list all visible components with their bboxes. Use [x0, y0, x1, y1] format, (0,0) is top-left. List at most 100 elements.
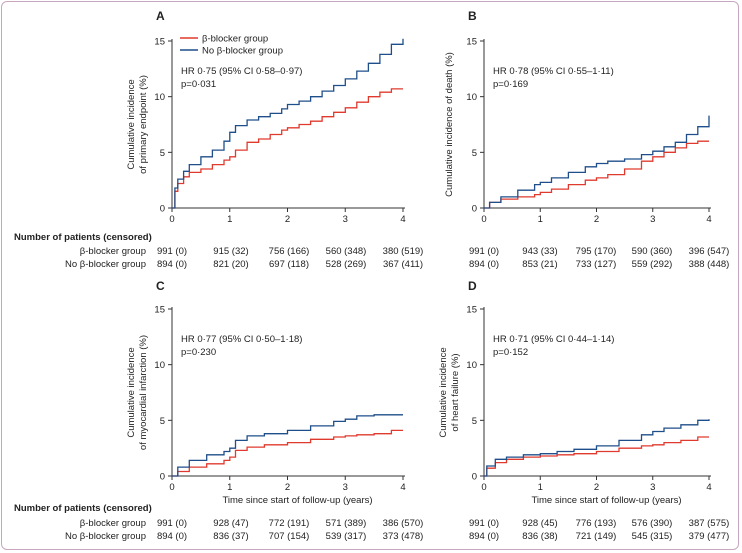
- x-tick-label: 3: [343, 214, 348, 225]
- at-risk-cell: 821 (20): [213, 259, 248, 270]
- x-tick-label: 2: [594, 482, 599, 493]
- at-risk-cell: 545 (315): [632, 531, 673, 542]
- at-risk-cell: 943 (33): [522, 246, 557, 257]
- hazard-ratio-text: p=0·230: [181, 347, 216, 358]
- x-tick-label: 2: [285, 482, 290, 493]
- at-risk-row-label: No β-blocker group: [65, 259, 146, 270]
- hazard-ratio-text: HR 0·75 (95% CI 0·58–0·97): [181, 66, 302, 77]
- x-tick-label: 1: [538, 482, 543, 493]
- panel-letter-B: B: [468, 9, 477, 23]
- at-risk-cell: 571 (389): [326, 518, 367, 529]
- at-risk-cell: 894 (0): [469, 259, 499, 270]
- y-axis-label: Cumulative incidence: [126, 79, 137, 169]
- x-tick-label: 0: [481, 214, 486, 225]
- at-risk-row-label: No β-blocker group: [65, 531, 146, 542]
- y-tick-label: 5: [472, 148, 477, 159]
- y-tick-label: 15: [466, 305, 477, 316]
- at-risk-cell: 894 (0): [157, 531, 187, 542]
- at-risk-cell: 928 (47): [213, 518, 248, 529]
- at-risk-cell: 707 (154): [269, 531, 310, 542]
- x-tick-label: 2: [285, 214, 290, 225]
- hazard-ratio-text: p=0·031: [181, 79, 216, 90]
- at-risk-cell: 388 (448): [689, 259, 730, 270]
- y-axis-label: of myocardial infarction (%): [138, 335, 149, 450]
- at-risk-cell: 853 (21): [522, 259, 557, 270]
- y-axis-label: Cumulative incidence: [126, 347, 137, 437]
- x-tick-label: 2: [594, 214, 599, 225]
- series-line-beta-blocker: [172, 429, 403, 477]
- x-tick-label: 1: [227, 482, 232, 493]
- at-risk-heading: Number of patients (censored): [14, 503, 152, 514]
- hazard-ratio-text: HR 0·77 (95% CI 0·50–1·18): [181, 334, 302, 345]
- y-tick-label: 5: [472, 416, 477, 427]
- y-tick-label: 0: [472, 204, 477, 215]
- panel-letter-A: A: [156, 9, 165, 23]
- y-axis-label: of heart failure (%): [450, 353, 461, 431]
- hazard-ratio-text: HR 0·78 (95% CI 0·55–1·11): [493, 66, 614, 77]
- at-risk-cell: 756 (166): [269, 246, 310, 257]
- at-risk-cell: 991 (0): [157, 246, 187, 257]
- x-tick-label: 4: [400, 214, 405, 225]
- at-risk-cell: 836 (37): [213, 531, 248, 542]
- y-axis-label: Cumulative incidence: [438, 347, 449, 437]
- at-risk-cell: 772 (191): [269, 518, 310, 529]
- at-risk-cell: 928 (45): [522, 518, 557, 529]
- at-risk-cell: 379 (477): [689, 531, 730, 542]
- x-tick-label: 0: [169, 482, 174, 493]
- y-tick-label: 0: [160, 472, 165, 483]
- y-axis-label: Cumulative incidence of death (%): [444, 52, 455, 197]
- x-tick-label: 4: [706, 482, 711, 493]
- x-tick-label: 3: [650, 214, 655, 225]
- at-risk-cell: 894 (0): [157, 259, 187, 270]
- at-risk-cell: 915 (32): [213, 246, 248, 257]
- at-risk-row-label: β-blocker group: [80, 246, 146, 257]
- at-risk-row-label: β-blocker group: [80, 518, 146, 529]
- at-risk-cell: 795 (170): [576, 246, 617, 257]
- at-risk-cell: 387 (575): [689, 518, 730, 529]
- y-tick-label: 0: [160, 204, 165, 215]
- x-tick-label: 4: [706, 214, 711, 225]
- y-tick-label: 5: [160, 416, 165, 427]
- at-risk-cell: 396 (547): [689, 246, 730, 257]
- y-tick-label: 15: [466, 37, 477, 48]
- x-tick-label: 4: [400, 482, 405, 493]
- at-risk-cell: 991 (0): [157, 518, 187, 529]
- x-tick-label: 3: [650, 482, 655, 493]
- x-tick-label: 0: [481, 482, 486, 493]
- series-line-no-beta-blocker: [172, 414, 403, 477]
- y-tick-label: 10: [466, 360, 477, 371]
- legend-label: No β-blocker group: [202, 46, 283, 57]
- series-line-beta-blocker: [484, 436, 709, 477]
- hazard-ratio-text: HR 0·71 (95% CI 0·44–1·14): [493, 334, 614, 345]
- at-risk-cell: 559 (292): [632, 259, 673, 270]
- at-risk-cell: 836 (38): [522, 531, 557, 542]
- at-risk-cell: 590 (360): [632, 246, 673, 257]
- at-risk-cell: 367 (411): [383, 259, 423, 270]
- hazard-ratio-text: p=0·152: [493, 347, 528, 358]
- at-risk-cell: 697 (118): [269, 259, 309, 270]
- y-axis-label: of primary endpoint (%): [138, 75, 149, 174]
- legend-label: β-blocker group: [202, 34, 268, 45]
- at-risk-cell: 539 (317): [326, 531, 367, 542]
- y-tick-label: 5: [160, 148, 165, 159]
- x-tick-label: 1: [538, 214, 543, 225]
- at-risk-cell: 373 (478): [383, 531, 424, 542]
- y-tick-label: 10: [154, 92, 165, 103]
- at-risk-cell: 733 (127): [576, 259, 617, 270]
- series-line-no-beta-blocker: [484, 115, 710, 209]
- series-line-beta-blocker: [484, 140, 709, 209]
- panel-letter-D: D: [468, 279, 477, 293]
- at-risk-cell: 528 (269): [326, 259, 367, 270]
- x-tick-label: 1: [227, 214, 232, 225]
- at-risk-cell: 576 (390): [632, 518, 673, 529]
- panel-letter-C: C: [156, 279, 165, 293]
- x-axis-label: Time since start of follow-up (years): [531, 495, 681, 506]
- at-risk-cell: 991 (0): [469, 246, 499, 257]
- at-risk-cell: 721 (149): [576, 531, 617, 542]
- y-tick-label: 10: [466, 92, 477, 103]
- x-tick-label: 3: [343, 482, 348, 493]
- at-risk-cell: 776 (193): [576, 518, 617, 529]
- x-tick-label: 0: [169, 214, 174, 225]
